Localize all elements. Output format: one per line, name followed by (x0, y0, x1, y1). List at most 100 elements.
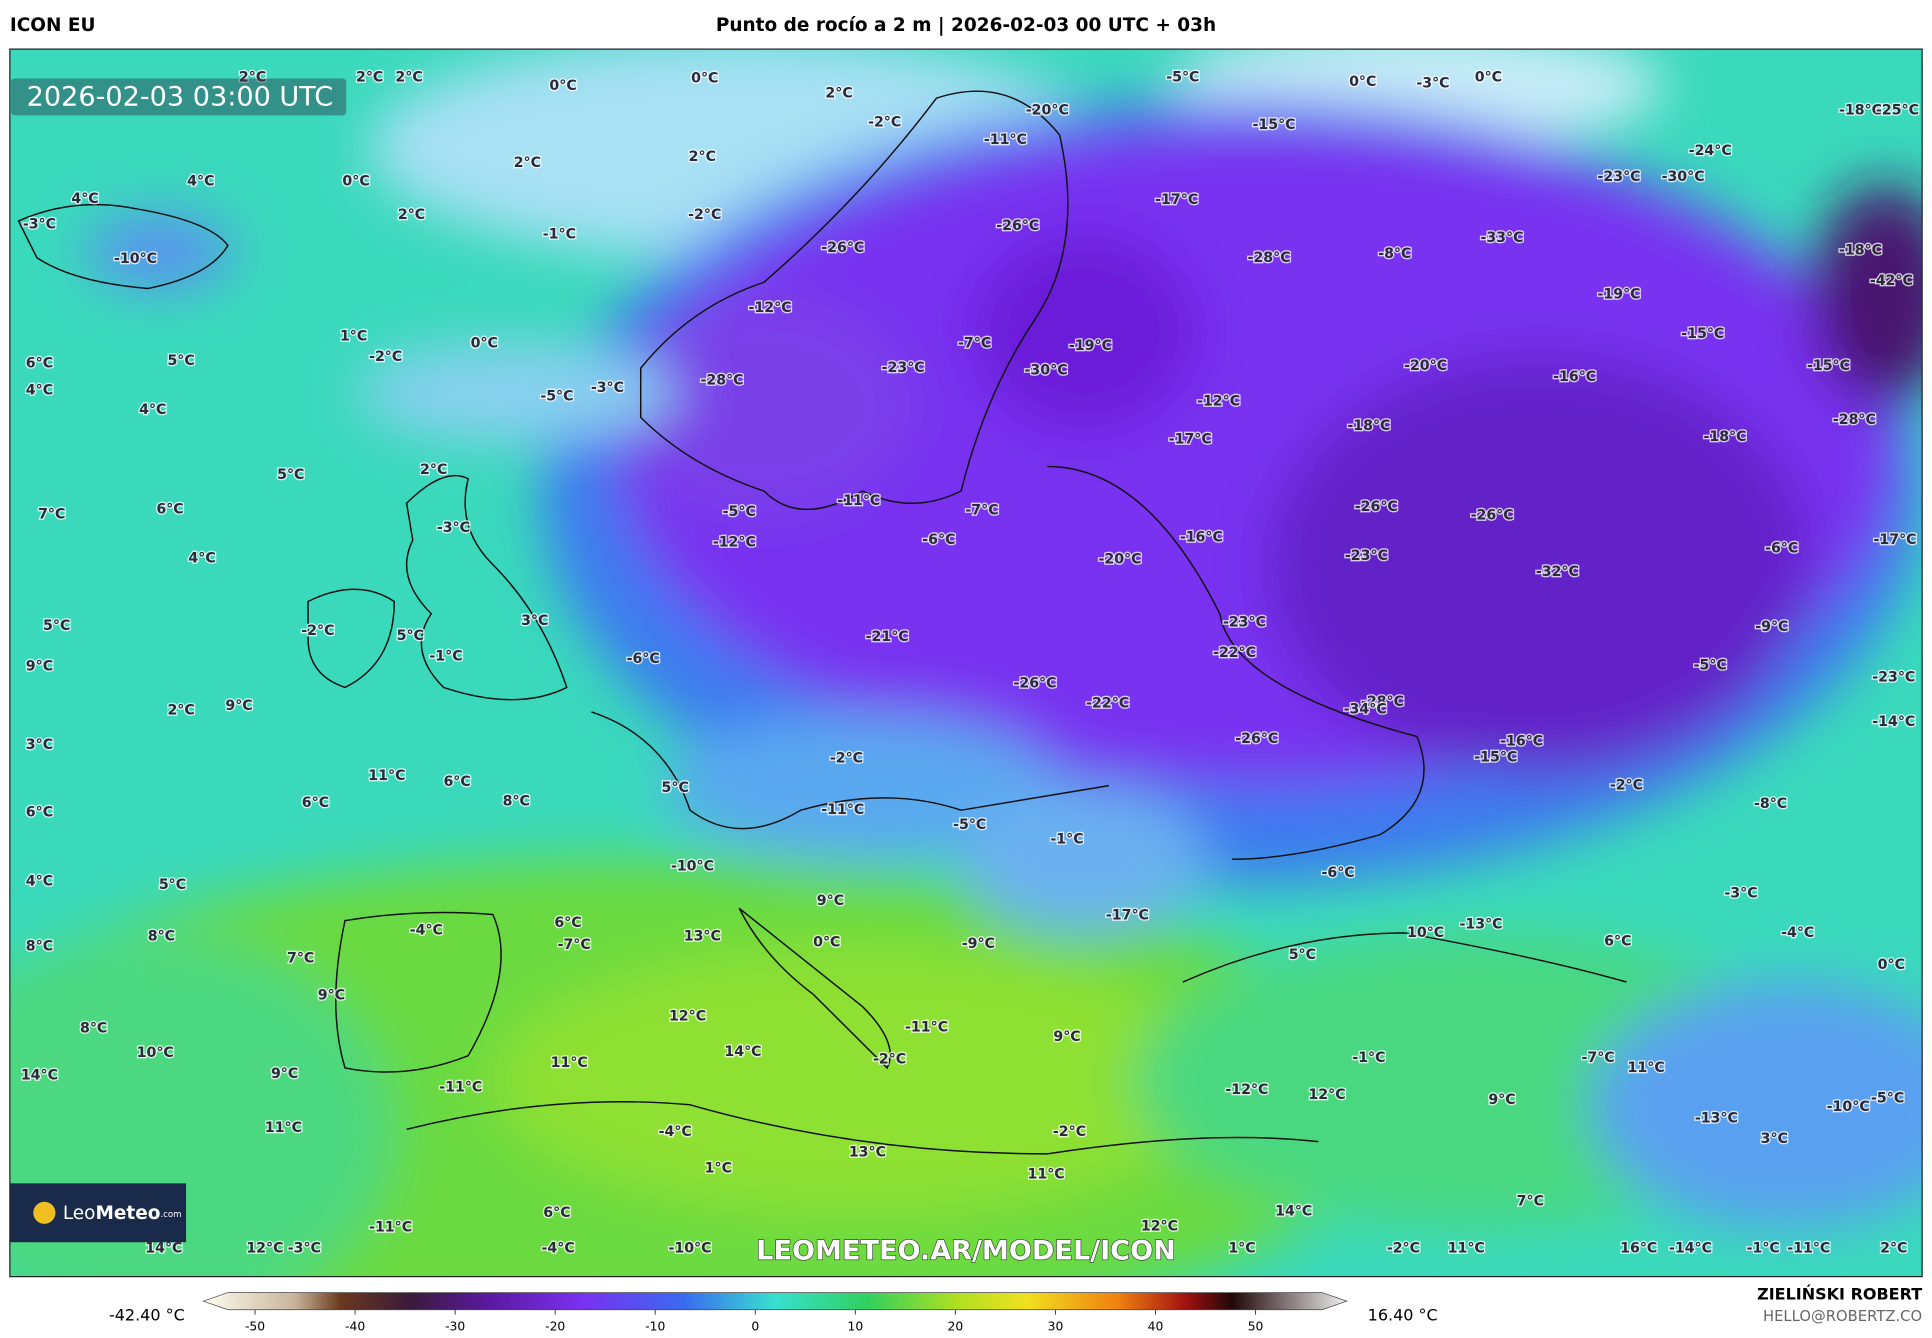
dewpoint-label: -16°C (1180, 530, 1223, 546)
dewpoint-label: -13°C (1460, 916, 1503, 932)
dewpoint-label: 7°C (38, 506, 65, 522)
dewpoint-label: -2°C (369, 349, 402, 365)
dewpoint-label: -15°C (1253, 117, 1296, 133)
dewpoint-label: -21°C (866, 629, 909, 645)
dewpoint-label: 8°C (503, 794, 530, 810)
dewpoint-label: 2°C (689, 149, 716, 165)
dewpoint-label: -1°C (1747, 1240, 1780, 1256)
dewpoint-label: -16°C (1553, 369, 1596, 385)
dewpoint-label: 6°C (554, 915, 581, 931)
dewpoint-label: -24°C (1689, 143, 1732, 159)
dewpoint-label: -23°C (1598, 169, 1641, 185)
coastlines (17, 90, 1627, 1155)
dewpoint-label: -26°C (1013, 676, 1056, 692)
dewpoint-label: -8°C (1378, 246, 1411, 262)
colorbar-tick-label: 0 (751, 1319, 759, 1333)
dewpoint-label: 2°C (825, 85, 852, 101)
dewpoint-label: -18°C (1839, 102, 1882, 118)
email: HELLO@ROBERTZ.CO (1763, 1308, 1922, 1325)
dewpoint-label: -6°C (922, 532, 955, 548)
dewpoint-label: -12°C (713, 535, 756, 551)
dewpoint-label: 13°C (684, 929, 721, 945)
dewpoint-label: 2°C (398, 207, 425, 223)
dewpoint-label: 6°C (26, 805, 53, 821)
dewpoint-label: 9°C (26, 659, 53, 675)
dewpoint-label: -28°C (1833, 412, 1876, 428)
dewpoint-label: -26°C (996, 218, 1039, 234)
dewpoint-label: -2°C (830, 751, 863, 767)
dewpoint-label: 6°C (156, 501, 183, 517)
colorbar-scale (202, 1292, 1348, 1311)
dewpoint-label: 4°C (188, 551, 215, 567)
dewpoint-label: 14°C (21, 1067, 58, 1083)
dewpoint-label: 2°C (356, 69, 383, 85)
dewpoint-label: -6°C (1322, 865, 1355, 881)
dewpoint-label: 9°C (318, 988, 345, 1004)
dewpoint-label: -22°C (1213, 645, 1256, 661)
dewpoint-label: -4°C (410, 922, 443, 938)
dewpoint-label: -6°C (627, 651, 660, 667)
dewpoint-label: -28°C (1361, 694, 1404, 710)
dewpoint-label: 6°C (1604, 934, 1631, 950)
dewpoint-label: -18°C (1703, 429, 1746, 445)
colorbar-tick-label: -10 (645, 1319, 665, 1333)
colorbar-min: -42.40 °C (109, 1305, 185, 1324)
dewpoint-label: 2°C (1880, 1240, 1907, 1256)
dewpoint-label: -5°C (540, 389, 573, 405)
colorbar-max: 16.40 °C (1368, 1305, 1438, 1324)
dewpoint-label: -1°C (1050, 832, 1083, 848)
timestamp-box (11, 78, 347, 116)
dewpoint-label: -2°C (873, 1051, 906, 1067)
colorbar-tick-label: -20 (545, 1319, 565, 1333)
colorbar-tick-label: -40 (345, 1319, 365, 1333)
dewpoint-label: -11°C (439, 1080, 482, 1096)
dewpoint-label: -28°C (1248, 250, 1291, 266)
map-title: Punto de rocío a 2 m | 2026-02-03 00 UTC… (716, 15, 1216, 36)
dewpoint-label: -12°C (1225, 1082, 1268, 1098)
dewpoint-label: -15°C (1681, 326, 1724, 342)
dewpoint-label: 5°C (43, 618, 70, 634)
dewpoint-label: -20°C (1026, 102, 1069, 118)
dewpoint-label: -23°C (1223, 614, 1266, 630)
dewpoint-label: 3°C (26, 737, 53, 753)
logo: LeoMeteo.com (9, 1183, 187, 1243)
dewpoint-label: 5°C (1289, 947, 1316, 963)
dewpoint-label: 9°C (817, 893, 844, 909)
dewpoint-label: -11°C (369, 1220, 412, 1236)
dewpoint-label: -2°C (1387, 1240, 1420, 1256)
dewpoint-label: -22°C (1086, 695, 1129, 711)
dewpoint-label: -1°C (429, 649, 462, 665)
dewpoint-label: 2°C (395, 69, 422, 85)
dewpoint-label: 4°C (26, 382, 53, 398)
dewpoint-label: -5°C (1871, 1091, 1904, 1107)
dewpoint-label: -3°C (437, 520, 470, 536)
dewpoint-label: 14°C (724, 1044, 761, 1060)
author: ZIELIŃSKI ROBERT (1757, 1285, 1922, 1304)
dewpoint-label: 12°C (1141, 1218, 1178, 1234)
dewpoint-label: 5°C (662, 780, 689, 796)
dewpoint-label: -15°C (1474, 749, 1517, 765)
dewpoint-label: 2°C (167, 703, 194, 719)
dewpoint-label: 1°C (705, 1161, 732, 1177)
dewpoint-label: 4°C (139, 402, 166, 418)
dewpoint-label: -10°C (1827, 1099, 1870, 1115)
dewpoint-label: 10°C (1407, 925, 1444, 941)
dewpoint-label: -34°C (1344, 702, 1387, 718)
dewpoint-label: 0°C (1475, 69, 1502, 85)
dewpoint-label: 5°C (277, 467, 304, 483)
dewpoint-label: -20°C (1404, 358, 1447, 374)
dewpoint-label: 4°C (26, 873, 53, 889)
dewpoint-label: -28°C (701, 373, 744, 389)
dewpoint-label: 0°C (1349, 74, 1376, 90)
dewpoint-label: -26°C (1235, 731, 1278, 747)
dewpoint-label: -32°C (1536, 564, 1579, 580)
dewpoint-label: -15°C (1807, 358, 1850, 374)
dewpoint-label: -16°C (1500, 733, 1543, 749)
dewpoint-label: -3°C (23, 217, 56, 233)
dewpoint-label: 0°C (813, 935, 840, 951)
timestamp: 2026-02-03 03:00 UTC (27, 82, 334, 113)
dewpoint-label: -17°C (1169, 431, 1212, 447)
dewpoint-label: -4°C (659, 1124, 692, 1140)
